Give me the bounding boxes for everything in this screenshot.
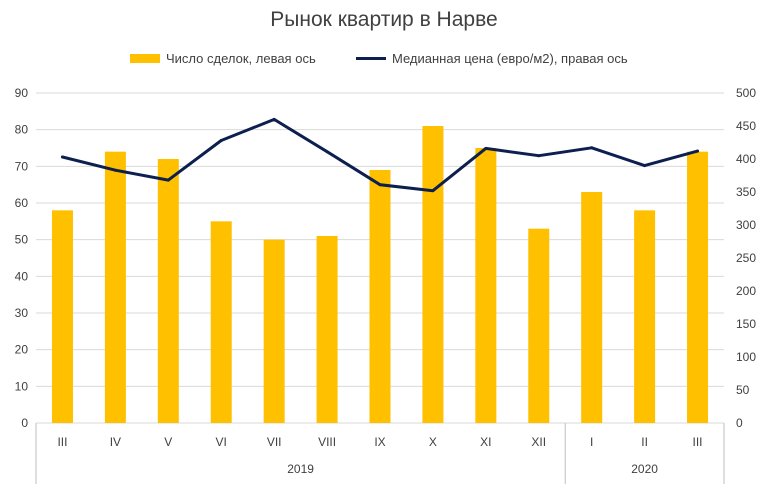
price-point [166, 178, 170, 182]
y-right-tick-label: 50 [736, 383, 750, 397]
y-left-tick-label: 40 [15, 269, 29, 283]
price-point [696, 149, 700, 153]
bar [528, 228, 550, 423]
bar [687, 151, 709, 423]
y-right-tick-label: 350 [736, 185, 756, 199]
price-point [537, 154, 541, 158]
legend-swatch-bar [130, 54, 160, 63]
bar [104, 151, 126, 423]
bar [51, 210, 73, 423]
y-left-tick-label: 20 [15, 343, 29, 357]
legend-item-deals: Число сделок, левая ось [130, 51, 316, 66]
y-left-tick-label: 80 [15, 123, 29, 137]
y-left-tick-label: 90 [15, 86, 29, 100]
bar [210, 221, 232, 423]
y-right-tick-label: 0 [736, 416, 743, 430]
y-right-tick-label: 200 [736, 284, 756, 298]
x-tick-label: III [693, 435, 703, 449]
x-tick-label: VI [216, 435, 227, 449]
y-left-tick-label: 50 [15, 233, 29, 247]
y-right-tick-label: 300 [736, 218, 756, 232]
x-tick-label: XII [531, 435, 546, 449]
legend-label-deals: Число сделок, левая ось [166, 51, 316, 66]
x-group-label: 2020 [631, 462, 658, 476]
x-tick-label: VII [267, 435, 282, 449]
y-right-tick-label: 250 [736, 251, 756, 265]
bar [475, 148, 497, 423]
legend: Число сделок, левая ось Медианная цена (… [0, 51, 768, 71]
price-point [484, 146, 488, 150]
price-point [643, 164, 647, 168]
price-point [378, 183, 382, 187]
price-point [431, 189, 435, 193]
price-point [590, 146, 594, 150]
y-right-tick-label: 400 [736, 152, 756, 166]
y-left-tick-label: 60 [15, 196, 29, 210]
price-point [272, 117, 276, 121]
x-tick-label: IV [110, 435, 121, 449]
bar [263, 239, 285, 423]
x-tick-label: III [57, 435, 67, 449]
bar [157, 159, 179, 423]
x-tick-label: IX [374, 435, 385, 449]
y-right-tick-label: 100 [736, 350, 756, 364]
x-tick-label: XI [480, 435, 491, 449]
legend-label-price: Медианная цена (евро/м2), правая ось [392, 51, 628, 66]
legend-swatch-line [356, 57, 386, 60]
x-tick-label: II [641, 435, 648, 449]
price-point [113, 168, 117, 172]
y-left-tick-label: 70 [15, 159, 29, 173]
y-left-tick-label: 0 [21, 416, 28, 430]
price-point [219, 139, 223, 143]
bar [316, 236, 338, 423]
bar [581, 192, 603, 423]
y-right-tick-label: 150 [736, 317, 756, 331]
x-group-label: 2019 [287, 462, 314, 476]
x-tick-label: X [429, 435, 437, 449]
y-left-tick-label: 30 [15, 306, 29, 320]
y-right-tick-label: 450 [736, 119, 756, 133]
bar [369, 170, 391, 423]
x-tick-label: VIII [318, 435, 336, 449]
bar [422, 126, 444, 423]
bar [634, 210, 656, 423]
price-point [325, 150, 329, 154]
legend-item-price: Медианная цена (евро/м2), правая ось [356, 51, 628, 66]
chart-title: Рынок квартир в Нарве [270, 8, 498, 31]
y-left-tick-label: 10 [15, 379, 29, 393]
x-tick-label: V [164, 435, 172, 449]
x-tick-label: I [590, 435, 593, 449]
price-point [60, 155, 64, 159]
y-right-tick-label: 500 [736, 86, 756, 100]
